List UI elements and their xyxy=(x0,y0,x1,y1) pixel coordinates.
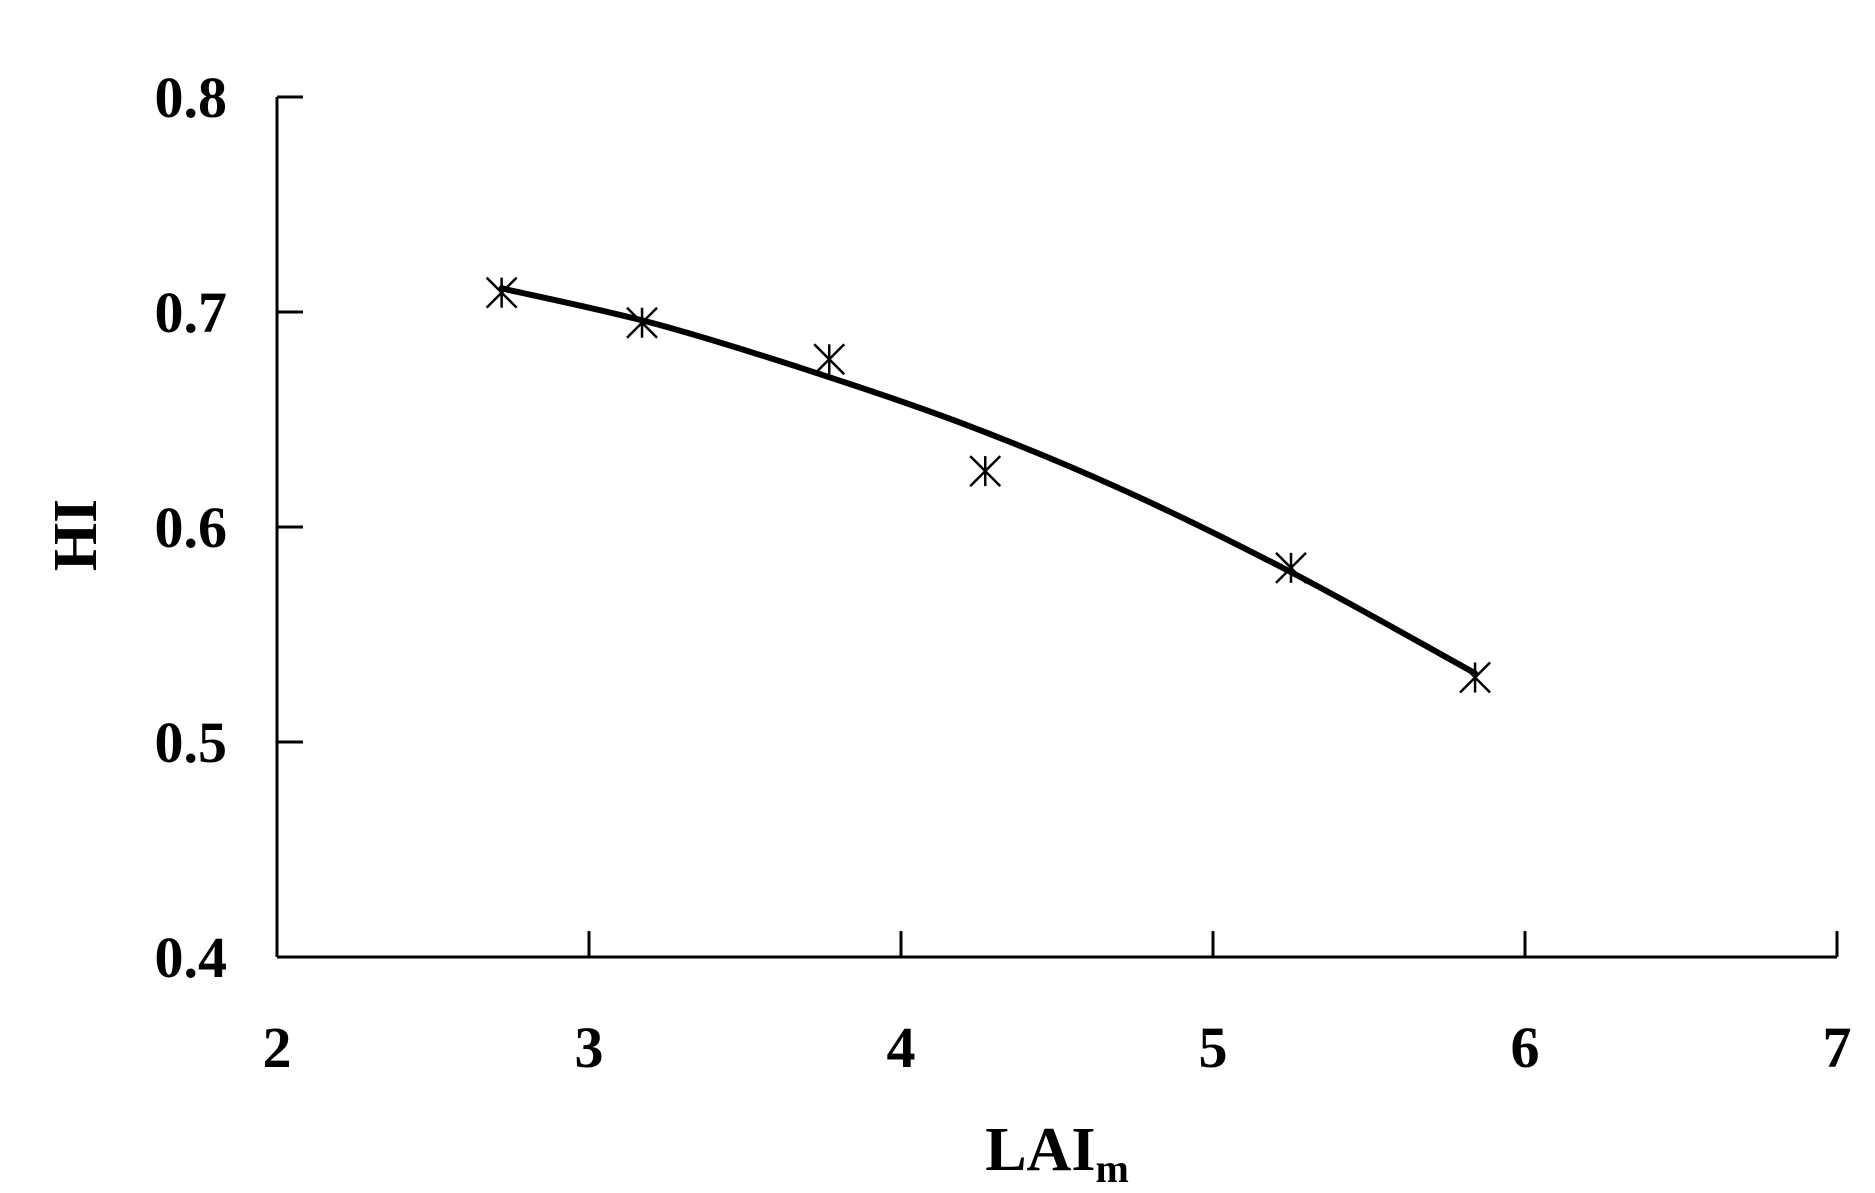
y-tick-label: 0.6 xyxy=(155,495,228,560)
y-ticks: 0.4 0.5 0.6 0.7 0.8 xyxy=(155,65,303,990)
y-tick-label: 0.5 xyxy=(155,710,228,775)
y-tick-label: 0.4 xyxy=(155,925,228,990)
x-axis-title-main: LAI xyxy=(985,1116,1095,1184)
x-axis-title-subscript: m xyxy=(1095,1146,1128,1191)
x-tick-label: 6 xyxy=(1511,1015,1540,1080)
y-axis-title: HI xyxy=(42,499,110,571)
x-tick-label: 7 xyxy=(1823,1015,1852,1080)
x-tick-label: 5 xyxy=(1199,1015,1228,1080)
data-point xyxy=(1275,551,1307,584)
x-tick-label: 4 xyxy=(887,1015,916,1080)
axes xyxy=(275,97,1837,959)
x-tick-label: 3 xyxy=(575,1015,604,1080)
x-ticks: 2 3 4 5 6 7 xyxy=(263,931,1852,1080)
data-point xyxy=(1459,661,1491,694)
y-tick-label: 0.8 xyxy=(155,65,228,130)
y-tick-label: 0.7 xyxy=(155,280,228,345)
data-point xyxy=(485,276,518,309)
x-tick-label: 2 xyxy=(263,1015,292,1080)
data-point xyxy=(813,343,846,376)
fit-curve-group xyxy=(498,285,1479,677)
x-axis-title: LAIm xyxy=(985,1116,1129,1191)
data-point xyxy=(969,455,1002,487)
data-markers xyxy=(485,276,1491,694)
fit-curve xyxy=(498,285,1479,677)
data-point xyxy=(626,306,658,339)
